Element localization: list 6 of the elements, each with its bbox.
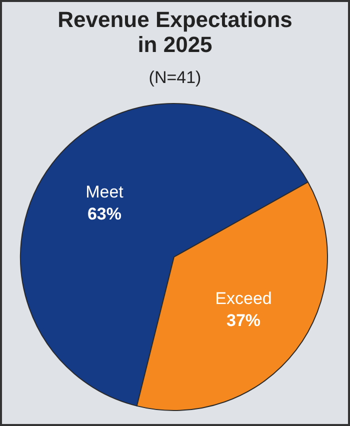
data-label: 63%: [87, 204, 122, 224]
chart-subtitle: (N=41): [148, 68, 202, 88]
chart-title: Revenue Expectations in 2025: [56, 7, 294, 57]
data-label: 37%: [226, 310, 261, 330]
slice-label: Meet: [86, 182, 124, 202]
slice-label: Exceed: [215, 288, 272, 308]
